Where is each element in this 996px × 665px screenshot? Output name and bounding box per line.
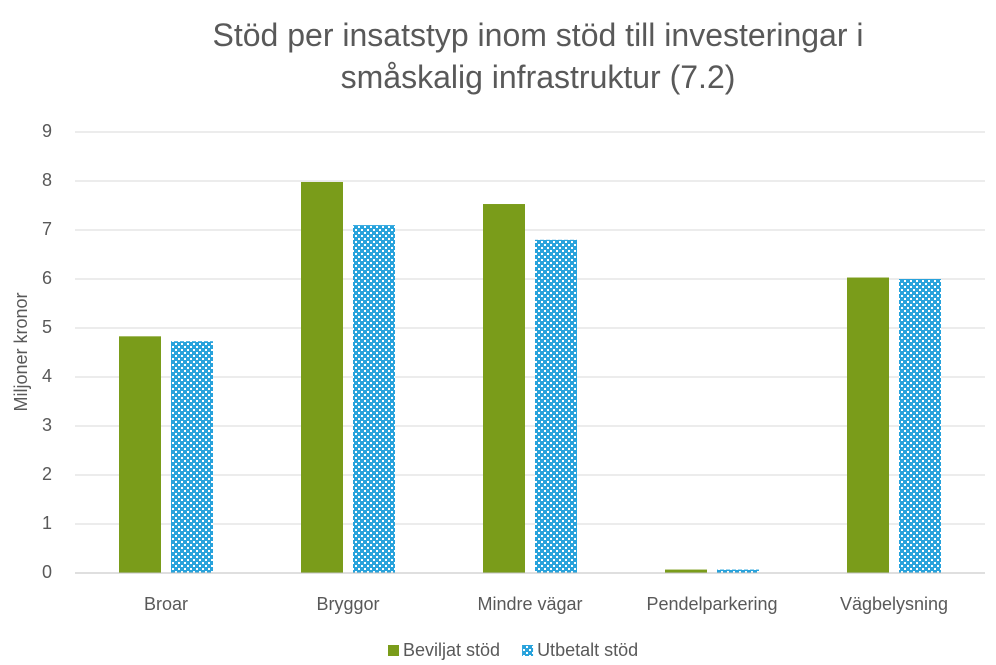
bar: [847, 277, 889, 573]
x-tick-label: Bryggor: [316, 594, 379, 614]
legend-swatch: [522, 645, 534, 656]
y-tick-label: 1: [42, 513, 52, 533]
x-tick-label: Vägbelysning: [840, 594, 948, 614]
y-tick-label: 4: [42, 366, 52, 386]
bar: [119, 336, 161, 573]
chart-title: Stöd per insatstyp inom stöd till invest…: [212, 17, 864, 95]
bar: [301, 181, 343, 574]
bar: [665, 569, 707, 573]
y-tick-label: 6: [42, 268, 52, 288]
bar: [353, 225, 395, 573]
y-tick-label: 5: [42, 317, 52, 337]
y-tick-label: 7: [42, 219, 52, 239]
x-tick-label: Broar: [144, 594, 188, 614]
bar: [717, 569, 759, 573]
y-tick-label: 0: [42, 562, 52, 582]
bar: [535, 239, 577, 574]
y-tick-label: 2: [42, 464, 52, 484]
legend-label: Beviljat stöd: [403, 640, 500, 660]
y-tick-label: 9: [42, 121, 52, 141]
bar: [171, 341, 213, 573]
legend-swatch: [388, 645, 399, 656]
bar: [483, 204, 525, 573]
legend-label: Utbetalt stöd: [537, 640, 638, 660]
bar: [899, 279, 941, 573]
x-tick-label: Mindre vägar: [477, 594, 582, 614]
x-tick-label: Pendelparkering: [646, 594, 777, 614]
y-axis-label: Miljoner kronor: [11, 292, 31, 411]
y-tick-label: 3: [42, 415, 52, 435]
y-tick-label: 8: [42, 170, 52, 190]
